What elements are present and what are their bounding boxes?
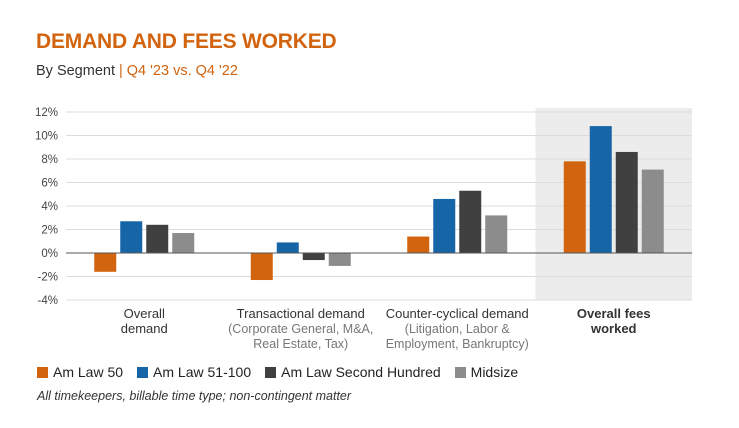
y-tick-label: -2% [38,272,58,284]
y-tick-label: 2% [41,225,58,237]
bar [146,224,169,253]
legend-swatch-midsize [454,366,466,378]
bar [459,190,482,253]
y-tick-label: -4% [38,295,58,307]
chart-title: DEMAND AND FEES WORKED [36,30,337,53]
bar [172,233,195,253]
bar [250,253,273,281]
bar [94,253,117,272]
bar [641,169,664,253]
legend-label-am-law-50: Am Law 50 [53,364,124,380]
bar [407,236,430,253]
bar [302,253,325,261]
bar [120,221,143,253]
y-tick-label: 12% [35,107,58,119]
legend-item-am-law-second-hundred: Am Law Second Hundred [265,364,441,380]
category-label: Overall [124,306,165,321]
category-sublabel: Employment, Bankruptcy) [386,337,529,351]
bar [433,198,456,253]
legend-item-am-law-51-100: Am Law 51-100 [137,364,251,380]
category-label: Transactional demand [237,306,365,321]
bar [589,126,612,253]
subtitle-separator: | [119,63,123,79]
legend-item-am-law-50: Am Law 50 [37,364,123,380]
legend-label-am-law-51-100: Am Law 51-100 [153,364,252,380]
highlight-band [535,108,692,300]
bar [328,253,351,266]
legend-swatch-am-law-51-100 [137,366,149,378]
bar [276,242,299,253]
y-tick-label: 10% [35,131,58,143]
legend-label-midsize: Midsize [470,364,519,380]
legend-label-am-law-second-hundred: Am Law Second Hundred [281,364,441,380]
bar [485,215,508,253]
bar [563,161,586,253]
category-sublabel: Real Estate, Tax) [253,337,348,351]
subtitle-period: Q4 '23 vs. Q4 '22 [126,63,238,79]
category-label: worked [590,321,637,336]
category-label: Overall fees [577,306,651,321]
category-label: Counter-cyclical demand [386,306,529,321]
category-sublabel: (Litigation, Labor & [405,322,511,336]
legend-item-midsize: Midsize [454,364,519,380]
chart-footnote: All timekeepers, billable time type; non… [37,389,352,403]
chart-legend: Am Law 50 Am Law 51-100 Am Law Second Hu… [37,364,532,380]
category-sublabel: (Corporate General, M&A, [228,322,373,336]
y-tick-label: 6% [41,178,58,190]
y-tick-label: 4% [41,201,58,213]
subtitle-segment: By Segment [36,63,115,79]
legend-swatch-am-law-50 [37,366,48,378]
y-tick-label: 0% [41,248,58,260]
bar [615,151,638,253]
legend-swatch-am-law-second-hundred [265,366,277,378]
y-tick-label: 8% [41,154,58,166]
category-label: demand [121,321,168,336]
chart-subtitle: By Segment | Q4 '23 vs. Q4 '22 [36,63,238,79]
